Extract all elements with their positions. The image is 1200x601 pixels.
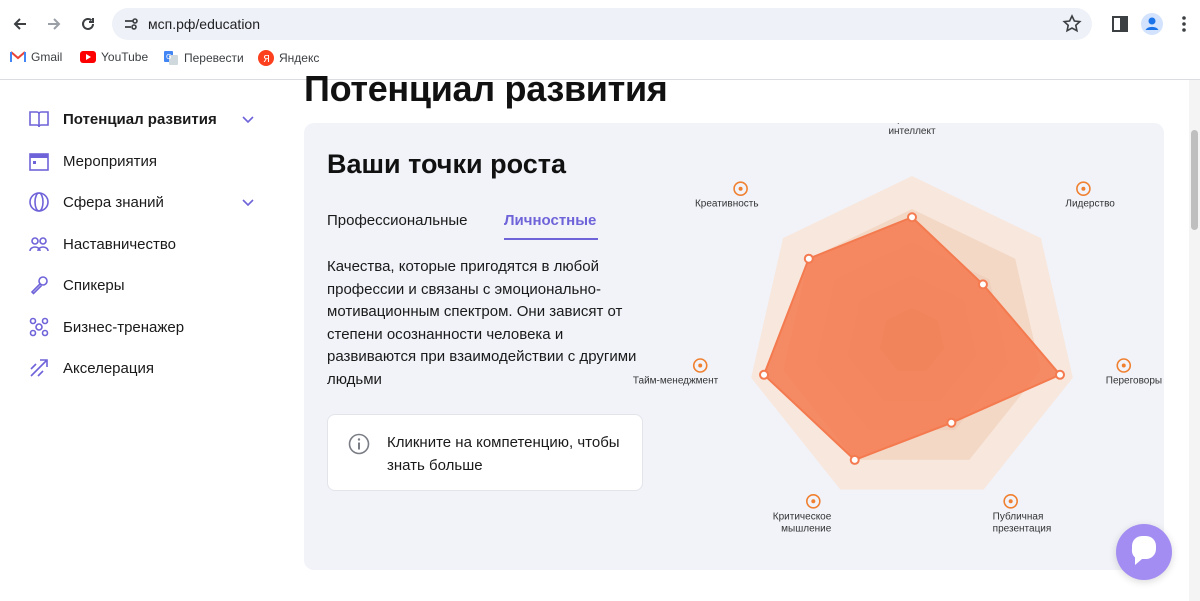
radar-axis-label[interactable]: Креативность: [695, 199, 759, 210]
head-idea-icon: [806, 494, 821, 509]
network-icon: [29, 317, 49, 337]
radar-axis-label[interactable]: Тайм-менеджмент: [633, 376, 719, 387]
radar-point[interactable]: [803, 253, 814, 264]
radar-point[interactable]: [946, 417, 957, 428]
radar-point[interactable]: [759, 369, 770, 380]
head-idea-icon: [811, 499, 816, 504]
radar-point[interactable]: [849, 454, 860, 465]
calendar-icon: [29, 153, 49, 171]
radar-axis-label[interactable]: Публичная: [993, 510, 1044, 522]
address-bar[interactable]: мсп.рф/education: [112, 8, 1092, 40]
radar-point[interactable]: [907, 212, 917, 223]
hint-text: Кликните на компетенцию, чтобы знать бол…: [387, 434, 620, 474]
sidebar-item-business-trainer[interactable]: Бизнес-тренажер: [28, 313, 184, 341]
chevron-down-icon[interactable]: [240, 194, 256, 210]
info-icon: [348, 433, 370, 455]
sidebar-item-label: Мероприятия: [63, 152, 158, 170]
radar-axis-label[interactable]: Эмоциональный: [874, 123, 951, 125]
radar-axis-label[interactable]: презентация: [993, 523, 1052, 534]
bookmark-gmail[interactable]: Gmail: [10, 50, 62, 64]
people-icon: [29, 237, 49, 252]
bookmarks-bar: Gmail YouTube G Перевести Я Яндекс: [0, 48, 1200, 72]
sidebar-item-label: Сфера знаний: [63, 193, 164, 211]
arrow-left-icon: [13, 18, 26, 30]
lightbulb-icon: [733, 181, 748, 196]
sidebar-item-label: Потенциал развития: [63, 110, 217, 128]
translate-icon: G: [164, 51, 178, 65]
radar-chart: Эмоциональныйинтеллект Лидерство Переговор…: [633, 123, 1162, 534]
yandex-icon: Я: [258, 50, 274, 66]
browser-toolbar: мсп.рф/education Gmail YouTube G Перевес…: [0, 0, 1200, 80]
sidebar-item-label: Акселерация: [63, 359, 154, 377]
sidebar-item-label: Спикеры: [63, 276, 125, 294]
sidebar-item-label: Наставничество: [63, 235, 177, 253]
active-tab-indicator: [504, 238, 598, 240]
sidebar-item-mentoring[interactable]: Наставничество: [28, 230, 176, 258]
bookmark-yandex[interactable]: Я Яндекс: [258, 50, 319, 66]
sidebar-item-knowledge[interactable]: Сфера знаний: [28, 188, 164, 216]
bookmark-star-icon[interactable]: [1062, 14, 1082, 34]
lightbulb-icon: [738, 186, 743, 191]
radar-axis-label[interactable]: Переговоры: [1106, 376, 1162, 387]
svg-text:Я: Я: [263, 54, 270, 65]
sidebar-item-label: Бизнес-тренажер: [63, 318, 185, 336]
youtube-icon: [80, 51, 96, 63]
chevron-down-icon[interactable]: [240, 111, 256, 127]
book-icon: [29, 111, 49, 128]
radar-point[interactable]: [1054, 369, 1065, 380]
crown-icon: [1081, 186, 1086, 191]
radar-data-area: [762, 216, 1062, 462]
arrows-icon: [30, 359, 48, 377]
speaker-icon: [1003, 494, 1018, 509]
url-text[interactable]: мсп.рф/education: [148, 16, 261, 32]
sidebar-item-potential[interactable]: Потенциал развития: [28, 105, 217, 133]
scrollbar-thumb[interactable]: [1191, 130, 1198, 230]
sidebar: Потенциал развития Мероприятия Сфера зна…: [0, 80, 290, 601]
sidebar-item-acceleration[interactable]: Акселерация: [28, 354, 154, 382]
sphere-icon: [29, 192, 49, 212]
tab-professional[interactable]: Профессиональные: [327, 212, 468, 229]
radar-axis-label[interactable]: мышление: [781, 523, 832, 534]
sidebar-item-events[interactable]: Мероприятия: [28, 147, 157, 175]
forward-button[interactable]: [40, 10, 68, 38]
description-text: Качества, которые пригодятся в любой про…: [327, 258, 637, 388]
profile-avatar-icon[interactable]: [1140, 12, 1164, 36]
arrow-right-icon: [48, 18, 61, 30]
page-scrollbar[interactable]: [1189, 80, 1200, 601]
page-title: Потенциал развития: [304, 68, 668, 109]
sidebar-item-speakers[interactable]: Спикеры: [28, 271, 125, 299]
more-menu-icon[interactable]: [1172, 12, 1196, 36]
microphone-icon: [30, 276, 48, 295]
reload-button[interactable]: [74, 10, 102, 38]
back-button[interactable]: [6, 10, 34, 38]
crown-icon: [1076, 181, 1091, 196]
gmail-icon: [10, 51, 26, 62]
radar-point[interactable]: [977, 279, 988, 290]
svg-text:G: G: [166, 53, 171, 61]
hourglass-icon: [692, 358, 708, 373]
card-title: Ваши точки роста: [327, 149, 566, 179]
radar-axis-label[interactable]: интеллект: [888, 126, 936, 137]
radar-axis-label[interactable]: Критическое: [773, 511, 832, 522]
chat-bubbles-icon: [1116, 358, 1132, 373]
site-settings-icon[interactable]: [122, 15, 140, 33]
bookmark-translate[interactable]: G Перевести: [163, 50, 244, 66]
radar-axis-label[interactable]: Лидерство: [1065, 199, 1115, 210]
reload-icon: [82, 17, 94, 30]
chat-bubbles-icon: [1121, 363, 1126, 368]
chat-bubble-icon: [1131, 536, 1156, 565]
side-panel-icon[interactable]: [1108, 12, 1132, 36]
bookmark-youtube[interactable]: YouTube: [80, 50, 148, 64]
chat-button[interactable]: [1116, 524, 1172, 580]
speaker-icon: [1008, 499, 1013, 504]
hourglass-icon: [698, 363, 703, 368]
tab-personal[interactable]: Личностные: [504, 212, 597, 229]
hint-box: Кликните на компетенцию, чтобы знать бол…: [327, 414, 643, 491]
